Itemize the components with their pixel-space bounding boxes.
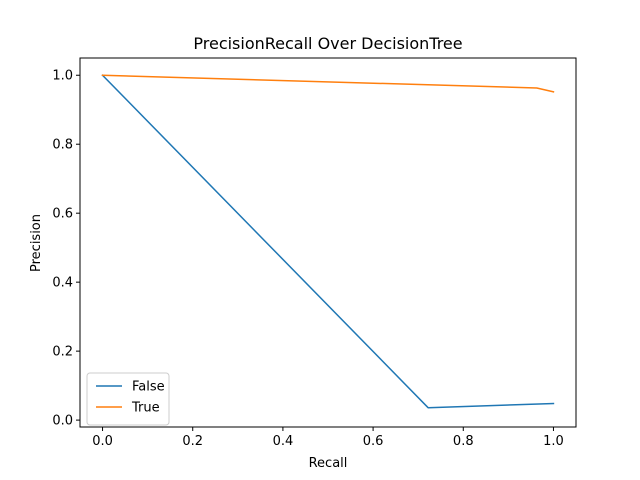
series-line-true xyxy=(101,74,555,93)
legend-label-false: False xyxy=(132,380,165,395)
y-tick-label: 0.2 xyxy=(52,345,73,360)
legend-label-true: True xyxy=(131,401,160,416)
chart-title: PrecisionRecall Over DecisionTree xyxy=(193,34,462,53)
y-axis-title: Precision xyxy=(29,214,44,272)
legend: False True xyxy=(86,372,170,426)
x-tick-label: 1.0 xyxy=(543,434,564,449)
x-tick-label: 0.6 xyxy=(363,434,384,449)
x-axis-title: Recall xyxy=(309,456,348,471)
x-tick-label: 0.0 xyxy=(92,434,113,449)
x-axis-ticks: 0.0 0.2 0.4 0.6 0.8 1.0 xyxy=(92,427,564,449)
x-tick-label: 0.4 xyxy=(273,434,294,449)
series-line-false xyxy=(101,74,555,409)
x-tick-label: 0.8 xyxy=(453,434,474,449)
y-tick-label: 1.0 xyxy=(52,69,73,84)
axes-frame xyxy=(79,57,577,428)
y-axis-ticks: 0.0 0.2 0.4 0.6 0.8 1.0 xyxy=(52,69,80,429)
series-layer xyxy=(101,74,555,409)
y-tick-label: 0.0 xyxy=(52,414,73,429)
y-tick-label: 0.6 xyxy=(52,207,73,222)
y-tick-label: 0.8 xyxy=(52,138,73,153)
y-tick-label: 0.4 xyxy=(52,276,73,291)
x-tick-label: 0.2 xyxy=(182,434,203,449)
